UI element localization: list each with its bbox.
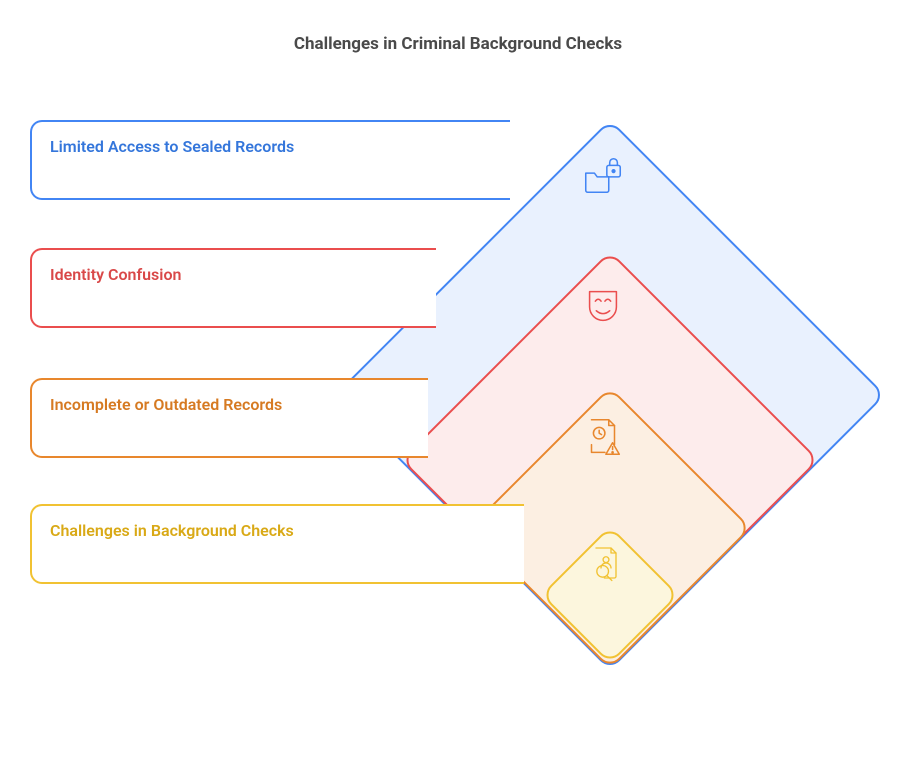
doc-person-search-icon [586, 543, 626, 583]
label-text-sealed-records: Limited Access to Sealed Records [50, 136, 294, 158]
mask-icon [580, 282, 626, 328]
folder-lock-icon [580, 152, 626, 198]
label-identity-confusion: Identity Confusion [30, 248, 436, 328]
label-text-challenges: Challenges in Background Checks [50, 520, 294, 542]
label-text-identity-confusion: Identity Confusion [50, 264, 181, 286]
diagram-canvas: Limited Access to Sealed Records Identit… [0, 0, 916, 782]
doc-clock-warn-icon [580, 414, 626, 460]
label-text-incomplete-records: Incomplete or Outdated Records [50, 394, 282, 416]
label-challenges: Challenges in Background Checks [30, 504, 524, 584]
label-incomplete-records: Incomplete or Outdated Records [30, 378, 428, 458]
label-sealed-records: Limited Access to Sealed Records [30, 120, 510, 200]
